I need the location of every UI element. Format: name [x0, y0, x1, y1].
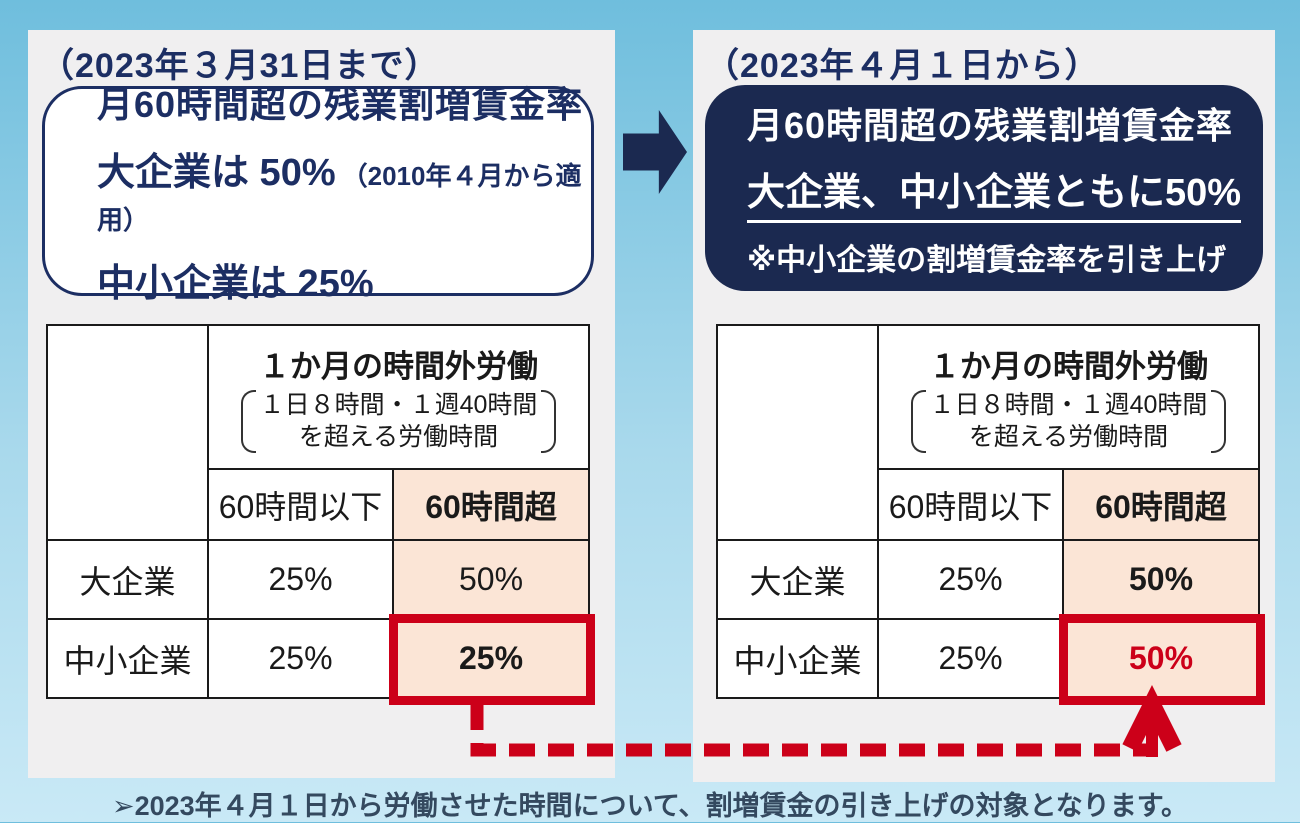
before-summary-line2: 大企業は 50% （2010年４月から適用） [97, 141, 591, 239]
after-large-over60: 50% [1062, 539, 1260, 620]
after-summary-box: 月60時間超の残業割増賃金率 大企業、中小企業ともに50% ※中小企業の割増賃金… [705, 85, 1263, 291]
after-sme-over60-highlighted: 50% [1060, 615, 1266, 706]
footer-note: ➢2023年４月１日から労働させた時間について、割増賃金の引き上げの対象となりま… [111, 791, 1189, 821]
panel-before-title: （2023年３月31日まで） [40, 47, 440, 85]
panel-after-title: （2023年４月１日から） [705, 47, 1100, 85]
before-row-sme-label: 中小企業 [46, 618, 209, 699]
before-summary-line2-main: 大企業は 50% [97, 151, 336, 194]
before-large-over60: 50% [392, 539, 590, 620]
before-summary-line1: 月60時間超の残業割増賃金率 [97, 83, 584, 125]
before-colhead-under60: 60時間以下 [207, 468, 394, 541]
right-bracket-icon [1211, 390, 1227, 453]
before-summary-box: 月60時間超の残業割増賃金率 大企業は 50% （2010年４月から適用） 中小企… [42, 84, 594, 305]
before-table-note-line2: を超える労働時間 [298, 422, 499, 451]
after-summary-line2-underlined: 大企業、中小企業ともに50% [747, 161, 1242, 223]
before-summary-line2-note: （2010年４月から適用） [97, 160, 582, 235]
before-sme-over60-highlighted: 25% [390, 615, 596, 706]
rate-table-before: １か月の時間外労働 １日８時間・１週40時間 を超える労働時間 60時間以下 6… [46, 324, 596, 706]
panel-before: （2023年３月31日まで） 月60時間超の残業割増賃金率 大企業は 50% （2… [28, 30, 615, 778]
after-summary-line2: 大企業、中小企業ともに50% [747, 161, 1263, 223]
after-table-corner-cell [716, 324, 879, 541]
left-bracket-icon [910, 390, 926, 453]
after-summary-line3: ※中小企業の割増賃金率を引き上げ [747, 244, 1227, 277]
rate-table-after: １か月の時間外労働 １日８時間・１週40時間 を超える労働時間 60時間以下 6… [716, 324, 1266, 706]
after-large-under60: 25% [877, 539, 1064, 620]
before-table-corner-cell [46, 324, 209, 541]
before-table-header-title: １か月の時間外労働 [259, 349, 538, 385]
before-table-header-cell: １か月の時間外労働 １日８時間・１週40時間 を超える労働時間 [207, 324, 590, 470]
transition-arrow-icon [623, 110, 687, 194]
before-colhead-over60: 60時間超 [392, 468, 590, 541]
before-large-under60: 25% [207, 539, 394, 620]
left-bracket-icon [240, 390, 256, 453]
after-table-note-line2: を超える労働時間 [968, 422, 1169, 451]
after-summary-line1: 月60時間超の残業割増賃金率 [747, 105, 1234, 146]
after-table-header-cell: １か月の時間外労働 １日８時間・１週40時間 を超える労働時間 [877, 324, 1260, 470]
after-sme-under60: 25% [877, 618, 1064, 699]
after-table-note-line1: １日８時間・１週40時間 [929, 391, 1208, 420]
after-colhead-under60: 60時間以下 [877, 468, 1064, 541]
before-table-header-note: １日８時間・１週40時間 を超える労働時間 [209, 390, 588, 453]
after-table-header-title: １か月の時間外労働 [929, 349, 1208, 385]
before-row-large-label: 大企業 [46, 539, 209, 620]
after-row-sme-label: 中小企業 [716, 618, 879, 699]
right-bracket-icon [541, 390, 557, 453]
after-row-large-label: 大企業 [716, 539, 879, 620]
before-table-note-line1: １日８時間・１週40時間 [259, 391, 538, 420]
panel-after: （2023年４月１日から） 月60時間超の残業割増賃金率 大企業、中小企業ともに… [693, 30, 1275, 782]
after-table-header-note: １日８時間・１週40時間 を超える労働時間 [879, 390, 1258, 453]
before-sme-under60: 25% [207, 618, 394, 699]
before-summary-line3: 中小企業は 25% [97, 262, 374, 305]
after-colhead-over60: 60時間超 [1062, 468, 1260, 541]
